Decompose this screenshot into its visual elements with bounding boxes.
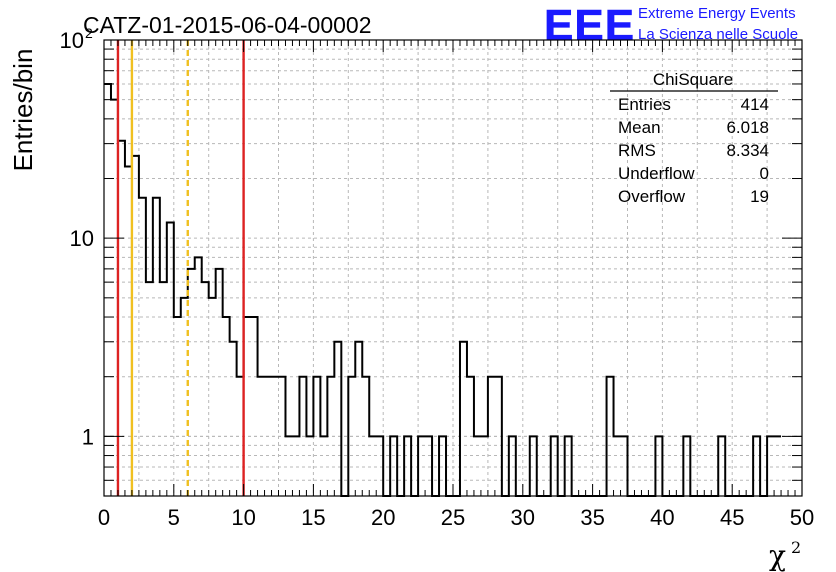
stats-row-label: Entries (618, 95, 671, 114)
eee-logo: EEE Extreme Energy Events La Scienza nel… (544, 1, 798, 51)
x-axis-ticks: 0 5 10 15 20 25 30 35 40 45 50 (98, 40, 814, 530)
stats-title: ChiSquare (653, 70, 733, 89)
logo-line-2: La Scienza nelle Scuole (638, 26, 798, 43)
stats-row-label: Mean (618, 118, 661, 137)
x-axis-title-symbol: χ (769, 539, 786, 572)
histogram-bin (139, 198, 146, 496)
stats-row-label: Overflow (618, 187, 686, 206)
histogram-bins (104, 84, 781, 496)
logo-mark: EEE (544, 1, 635, 50)
histogram-bin (230, 342, 237, 496)
grid-lines (104, 40, 802, 496)
x-tick-label: 10 (231, 505, 255, 530)
y-tick-label: 10 (60, 28, 84, 53)
histogram-bin (334, 342, 341, 496)
stats-row-value: 8.334 (726, 141, 769, 160)
histogram-bin (160, 282, 167, 496)
x-tick-label: 20 (371, 505, 395, 530)
histogram-bin (355, 342, 362, 496)
histogram-bin (181, 298, 188, 496)
histogram-bin (209, 298, 216, 496)
histogram-bin (153, 198, 160, 496)
chart-title: CATZ-01-2015-06-04-00002 (83, 12, 372, 38)
x-tick-label: 50 (790, 505, 814, 530)
stats-row-value: 19 (750, 187, 769, 206)
stats-row-value: 414 (741, 95, 769, 114)
stats-row-label: RMS (618, 141, 656, 160)
x-axis-title: χ 2 (769, 538, 801, 572)
marker-lines (116, 40, 245, 496)
y-tick-label-exponent: 2 (85, 25, 93, 41)
x-axis-title-exponent: 2 (791, 538, 801, 557)
histogram-outline (104, 82, 782, 497)
histogram-bin (146, 282, 153, 496)
histogram-bin (167, 222, 174, 496)
histogram-bin (460, 342, 467, 496)
x-tick-label: 45 (720, 505, 744, 530)
y-tick-label: 1 (82, 424, 94, 449)
y-axis-title: Entries/bin (8, 49, 38, 172)
x-tick-label: 30 (511, 505, 535, 530)
stats-row-label: Underflow (618, 164, 695, 183)
logo-line-1: Extreme Energy Events (638, 5, 796, 22)
stats-row-value: 6.018 (726, 118, 769, 137)
stats-box: ChiSquare Entries 414 Mean 6.018 RMS 8.334 Und… (610, 70, 778, 206)
histogram-bin (223, 317, 230, 496)
x-tick-label: 0 (98, 505, 110, 530)
stats-row-value: 0 (760, 164, 769, 183)
histogram-bin (251, 317, 258, 496)
histogram-bin (174, 317, 181, 496)
y-tick-label: 10 (70, 226, 94, 251)
histogram-bin (216, 269, 223, 496)
x-tick-label: 40 (650, 505, 674, 530)
histogram-bin (104, 84, 111, 496)
x-tick-label: 25 (441, 505, 465, 530)
x-tick-label: 35 (580, 505, 604, 530)
x-tick-label: 15 (301, 505, 325, 530)
x-tick-label: 5 (168, 505, 180, 530)
histogram-bin (202, 282, 209, 496)
